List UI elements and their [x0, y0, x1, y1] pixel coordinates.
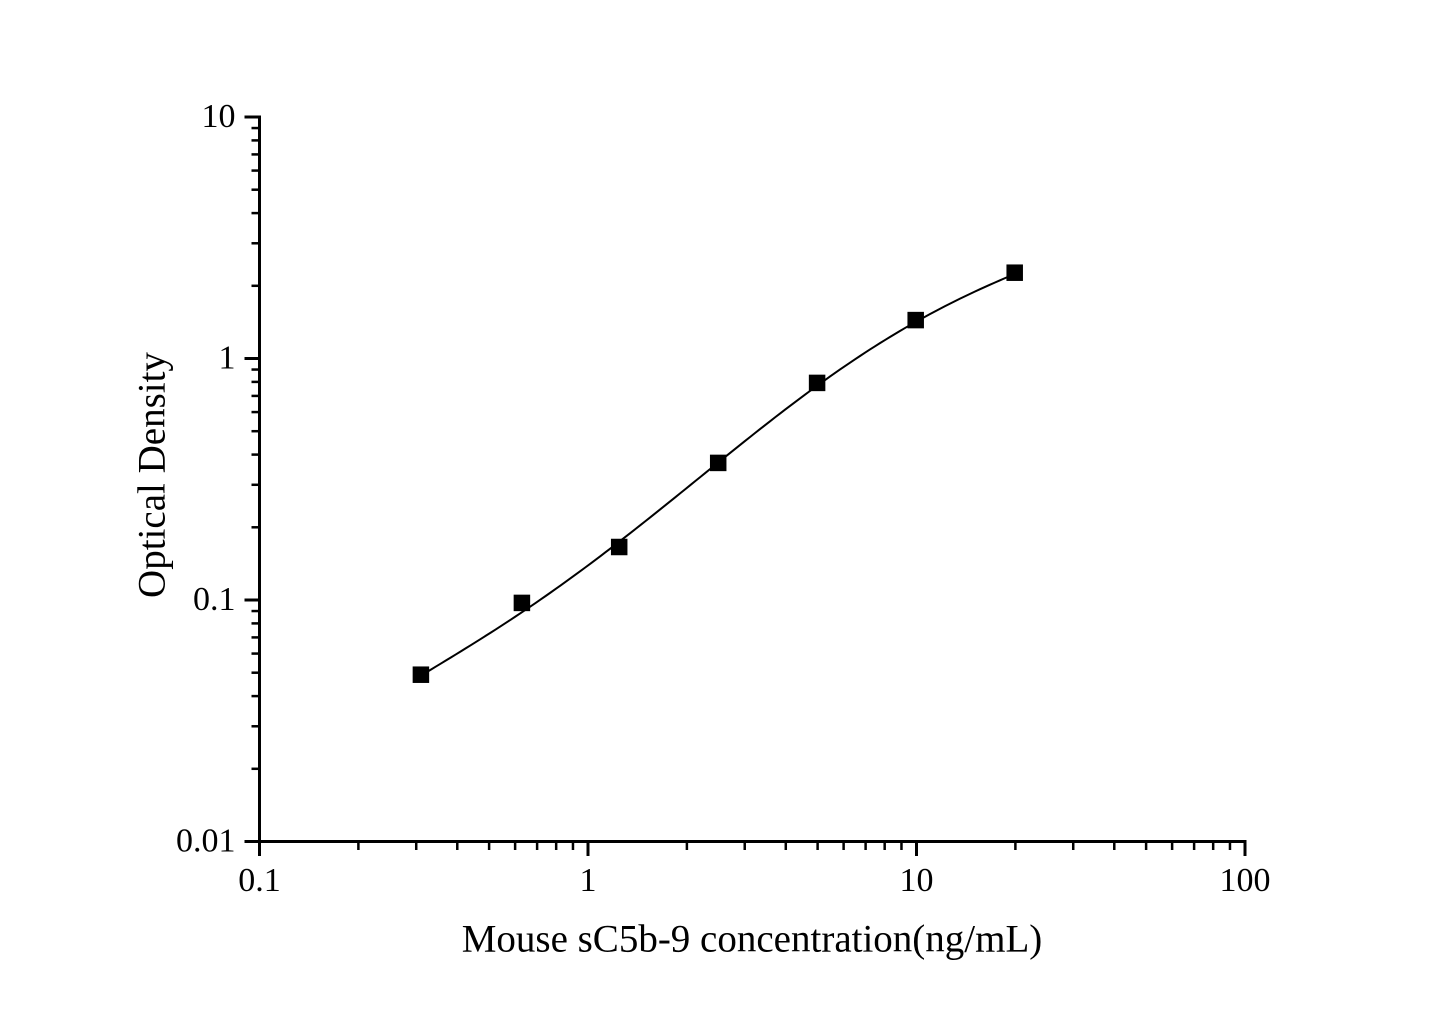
svg-text:Mouse sC5b-9 concentration(ng/: Mouse sC5b-9 concentration(ng/mL) — [462, 918, 1043, 961]
svg-text:100: 100 — [1220, 862, 1271, 899]
svg-text:1: 1 — [219, 340, 236, 377]
svg-text:10: 10 — [202, 98, 236, 135]
svg-text:1: 1 — [580, 862, 597, 899]
svg-text:0.1: 0.1 — [238, 862, 281, 899]
svg-text:10: 10 — [900, 862, 934, 899]
svg-text:0.01: 0.01 — [176, 823, 236, 860]
svg-text:0.1: 0.1 — [193, 581, 236, 618]
svg-text:Optical Density: Optical Density — [131, 352, 174, 598]
